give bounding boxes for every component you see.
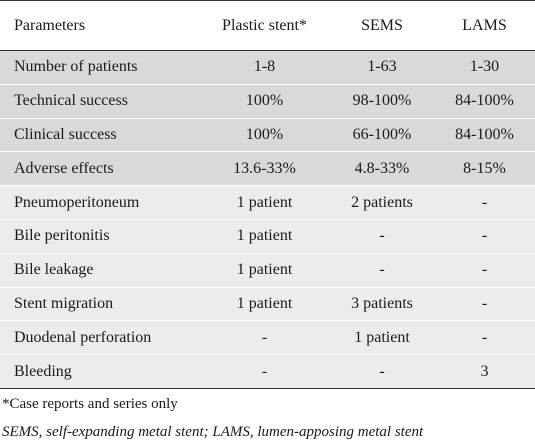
abbreviations-note: SEMS, self-expanding metal stent; LAMS, … [2,423,424,440]
row-label: Pneumoperitoneum [0,185,199,220]
table-body: Number of patients 1-8 1-63 1-30 Technic… [0,50,535,389]
row-label: Technical success [0,84,199,119]
cell-sems: 3 patients [330,287,434,322]
cell-sems: 1 patient [330,320,434,356]
cell-lams: 8-15% [434,151,535,187]
row-label: Bile peritonitis [0,219,199,254]
cell-plastic: 13.6-33% [199,151,330,187]
cell-lams: - [434,219,535,254]
header-row: Parameters Plastic stent* SEMS LAMS [0,0,535,51]
cell-sems: 66-100% [330,118,434,153]
table-notes: *Case reports and series only SEMS, self… [0,393,535,443]
header-lams: LAMS [434,0,535,51]
table-row: Pneumoperitoneum 1 patient 2 patients - [0,185,535,220]
footnote: *Case reports and series only [2,395,178,412]
table-row: Stent migration 1 patient 3 patients - [0,287,535,322]
row-label: Clinical success [0,118,199,153]
table-row: Technical success 100% 98-100% 84-100% [0,84,535,119]
cell-lams: 84-100% [434,84,535,119]
cell-plastic: 1 patient [199,287,330,322]
cell-sems: - [330,253,434,288]
cell-plastic: 100% [199,118,330,153]
cell-plastic: 100% [199,84,330,119]
table-row: Clinical success 100% 66-100% 84-100% [0,118,535,153]
table-row: Bile leakage 1 patient - - [0,253,535,288]
cell-plastic: - [199,320,330,356]
row-label: Number of patients [0,50,199,85]
header-sems: SEMS [330,0,434,51]
cell-sems: 1-63 [330,50,434,85]
table-row: Number of patients 1-8 1-63 1-30 [0,50,535,85]
row-label: Bile leakage [0,253,199,288]
cell-sems: 4.8-33% [330,151,434,187]
cell-plastic: 1 patient [199,185,330,220]
row-label: Bleeding [0,354,199,389]
cell-sems: - [330,354,434,389]
table-row: Duodenal perforation - 1 patient - [0,320,535,356]
cell-plastic: 1-8 [199,50,330,85]
cell-sems: 98-100% [330,84,434,119]
row-label: Stent migration [0,287,199,322]
cell-lams: - [434,320,535,356]
table-row: Bleeding - - 3 [0,354,535,389]
table-row: Adverse effects 13.6-33% 4.8-33% 8-15% [0,151,535,187]
data-table: Parameters Plastic stent* SEMS LAMS Numb… [0,0,535,389]
header-plastic-stent: Plastic stent* [199,0,330,51]
table-row: Bile peritonitis 1 patient - - [0,219,535,254]
header-parameters: Parameters [0,0,199,51]
cell-plastic: 1 patient [199,219,330,254]
cell-sems: - [330,219,434,254]
row-label: Adverse effects [0,151,199,187]
cell-lams: 1-30 [434,50,535,85]
table-header: Parameters Plastic stent* SEMS LAMS [0,0,535,51]
cell-sems: 2 patients [330,185,434,220]
cell-lams: - [434,185,535,220]
cell-lams: 84-100% [434,118,535,153]
cell-lams: - [434,253,535,288]
row-label: Duodenal perforation [0,320,199,356]
cell-plastic: 1 patient [199,253,330,288]
cell-lams: - [434,287,535,322]
cell-plastic: - [199,354,330,389]
cell-lams: 3 [434,354,535,389]
